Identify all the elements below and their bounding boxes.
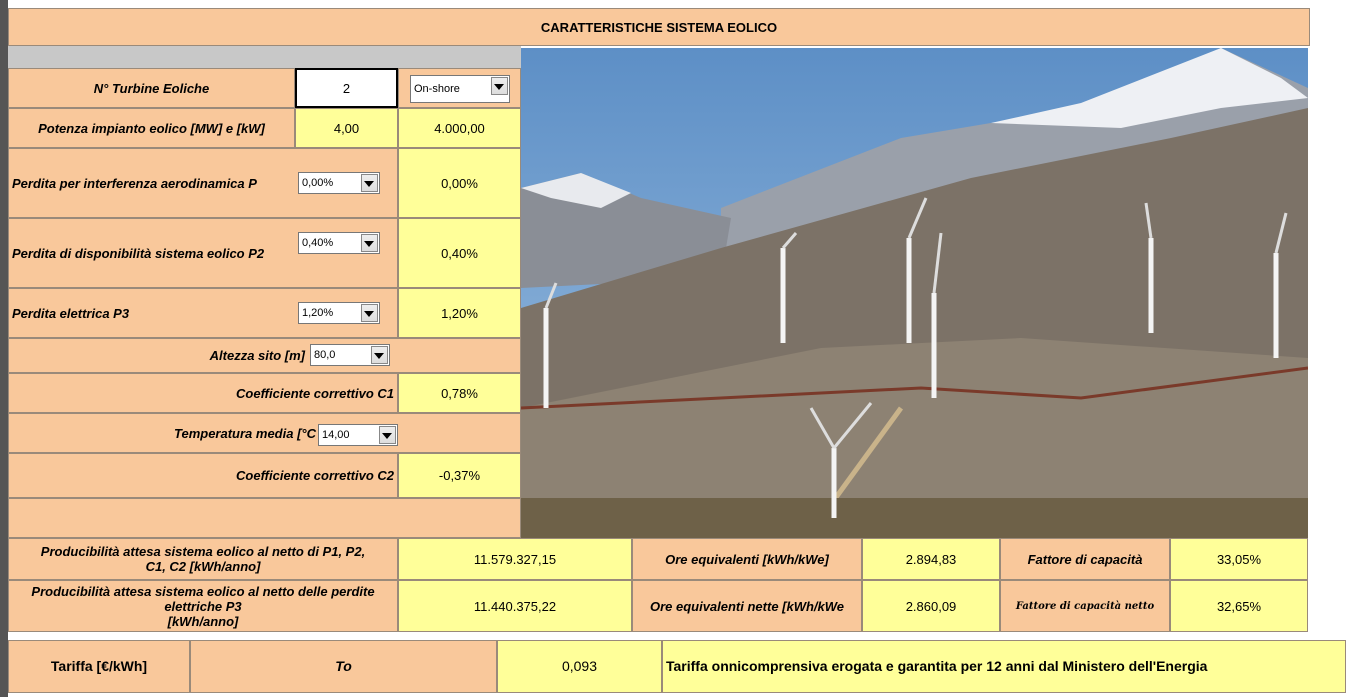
left-border — [0, 0, 8, 697]
value-cell: 0,40% — [398, 218, 521, 288]
dropdown[interactable]: 1,20% — [298, 302, 380, 324]
dropdown-value: 0,40% — [302, 237, 333, 249]
site-type-dropdown[interactable]: On-shore — [410, 75, 510, 103]
value-cell: 4,00 — [295, 108, 398, 148]
label-cell: Producibilità attesa sistema eolico al n… — [8, 580, 398, 632]
dropdown[interactable]: 0,40% — [298, 232, 380, 254]
value-cell: 2.894,83 — [862, 538, 1000, 580]
unit: [kWh/anno] — [168, 614, 239, 629]
dropdown[interactable]: 0,00% — [298, 172, 380, 194]
label: Fattore di capacità netto — [1000, 580, 1170, 632]
value-cell: 0,00% — [398, 148, 521, 218]
dropdown[interactable]: 80,0 — [310, 344, 390, 366]
value-cell: 4.000,00 — [398, 108, 521, 148]
label: Fattore di capacità — [1000, 538, 1170, 580]
label: Producibilità attesa sistema eolico al n… — [29, 584, 377, 614]
gray-band — [8, 46, 521, 68]
value-cell: 0,093 — [497, 640, 662, 693]
value-cell: 33,05% — [1170, 538, 1308, 580]
value-cell: 32,65% — [1170, 580, 1308, 632]
value-cell: 1,20% — [398, 288, 521, 338]
value-cell: -0,37% — [398, 453, 521, 498]
dropdown-value: 0,00% — [302, 177, 333, 189]
dropdown-value: 1,20% — [302, 307, 333, 319]
label: Potenza impianto eolico [MW] e [kW] — [8, 108, 295, 148]
value-cell: 11.440.375,22 — [398, 580, 632, 632]
note: Tariffa onnicomprensiva erogata e garant… — [662, 640, 1346, 693]
value-cell: 11.579.327,15 — [398, 538, 632, 580]
value-cell: 2.860,09 — [862, 580, 1000, 632]
label: Ore equivalenti [kWh/kWe] — [632, 538, 862, 580]
label: Ore equivalenti nette [kWh/kWe — [632, 580, 862, 632]
label: N° Turbine Eoliche — [8, 68, 295, 108]
input-cell[interactable]: 2 — [295, 68, 398, 108]
sheet-title: CARATTERISTICHE SISTEMA EOLICO — [8, 8, 1310, 46]
dropdown-value: 80,0 — [314, 349, 335, 361]
page: CARATTERISTICHE SISTEMA EOLICO N° Turbin… — [0, 0, 1346, 697]
label: Coefficiente correttivo C1 — [8, 373, 398, 413]
value-cell: 0,78% — [398, 373, 521, 413]
label: Producibilità attesa sistema eolico al n… — [8, 538, 398, 580]
label: Coefficiente correttivo C2 — [8, 453, 398, 498]
label: To — [190, 640, 497, 693]
label: Altezza sito [m] — [8, 338, 521, 373]
label: Temperatura media [°C — [8, 413, 521, 453]
label: Tariffa [€/kWh] — [8, 640, 190, 693]
dropdown-value: On-shore — [414, 83, 460, 95]
wind-farm-photo — [521, 48, 1308, 538]
dropdown[interactable]: 14,00 — [318, 424, 398, 446]
dropdown-value: 14,00 — [322, 429, 350, 441]
